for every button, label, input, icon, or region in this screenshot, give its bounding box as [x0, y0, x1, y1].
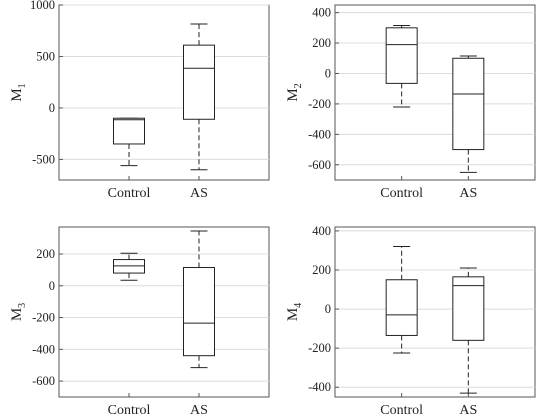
- iqr-box: [183, 44, 215, 120]
- y-tick-label: 0: [325, 302, 331, 316]
- y-axis-label: M1: [9, 83, 28, 101]
- y-tick-label: 200: [312, 263, 331, 277]
- y-tick-label: -200: [308, 341, 331, 355]
- y-tick-label: 0: [49, 279, 55, 293]
- y-axis-label: M4: [285, 303, 304, 321]
- box-control: [385, 246, 418, 354]
- y-tick-label: 400: [312, 6, 331, 20]
- x-tick-label: Control: [380, 186, 423, 201]
- x-tick-label: Control: [108, 186, 151, 201]
- iqr-box: [113, 117, 145, 145]
- y-axis-label-subscript: 1: [17, 83, 28, 88]
- axes-frame: [58, 4, 270, 181]
- y-axis-label-subscript: 2: [293, 83, 304, 88]
- y-tick-label: 500: [36, 49, 55, 63]
- axes-frame: [334, 226, 536, 398]
- y-tick-label: 200: [36, 247, 55, 261]
- y-axis-label: M2: [285, 83, 304, 101]
- y-axis-label-main: M: [9, 308, 25, 321]
- iqr-box: [183, 267, 215, 357]
- axes-frame: [334, 4, 536, 181]
- box-as: [452, 55, 485, 173]
- box-control: [385, 25, 418, 108]
- y-tick-label: -500: [32, 152, 55, 166]
- panel-m4: -400 -200 0 200 400 Control AS M4: [285, 224, 536, 418]
- y-axis-label-main: M: [285, 88, 301, 101]
- y-tick-label: 0: [325, 66, 331, 80]
- panel-m2: -600 -400 -200 0 200 400 Control AS M2: [285, 4, 536, 201]
- y-tick-label: -400: [308, 380, 331, 394]
- box-as: [183, 23, 215, 171]
- x-tick-label: AS: [459, 403, 477, 418]
- panel-m3: -600 -400 -200 0 200 Control AS M3: [9, 226, 270, 418]
- iqr-box: [452, 276, 485, 341]
- y-tick-label: -400: [32, 342, 55, 356]
- x-tick-label: Control: [380, 403, 423, 418]
- box-as: [452, 267, 485, 394]
- iqr-box: [385, 279, 418, 336]
- box-control: [113, 117, 145, 167]
- y-tick-label: 400: [312, 224, 331, 238]
- y-tick-label: 0: [49, 101, 55, 115]
- x-tick-label: AS: [190, 403, 208, 418]
- box-as: [183, 230, 215, 369]
- y-tick-label: 1000: [30, 0, 55, 12]
- y-axis-label-subscript: 3: [17, 303, 28, 308]
- y-axis-label-main: M: [9, 88, 25, 101]
- box-control: [113, 252, 145, 281]
- iqr-box: [452, 57, 485, 151]
- y-tick-label: -400: [308, 127, 331, 141]
- y-tick-label: -200: [32, 311, 55, 325]
- panel-m1: -500 0 500 1000 Control AS M1: [9, 0, 270, 201]
- x-tick-label: Control: [108, 403, 151, 418]
- y-axis-label-subscript: 4: [293, 303, 304, 308]
- x-tick-label: AS: [190, 186, 208, 201]
- axes-frame: [58, 226, 270, 398]
- y-axis-label-main: M: [285, 308, 301, 321]
- y-tick-label: -200: [308, 97, 331, 111]
- y-tick-label: 200: [312, 36, 331, 50]
- iqr-box: [385, 27, 418, 84]
- y-axis-label: M3: [9, 303, 28, 321]
- y-tick-label: -600: [308, 158, 331, 172]
- y-tick-label: -600: [32, 374, 55, 388]
- x-tick-label: AS: [459, 186, 477, 201]
